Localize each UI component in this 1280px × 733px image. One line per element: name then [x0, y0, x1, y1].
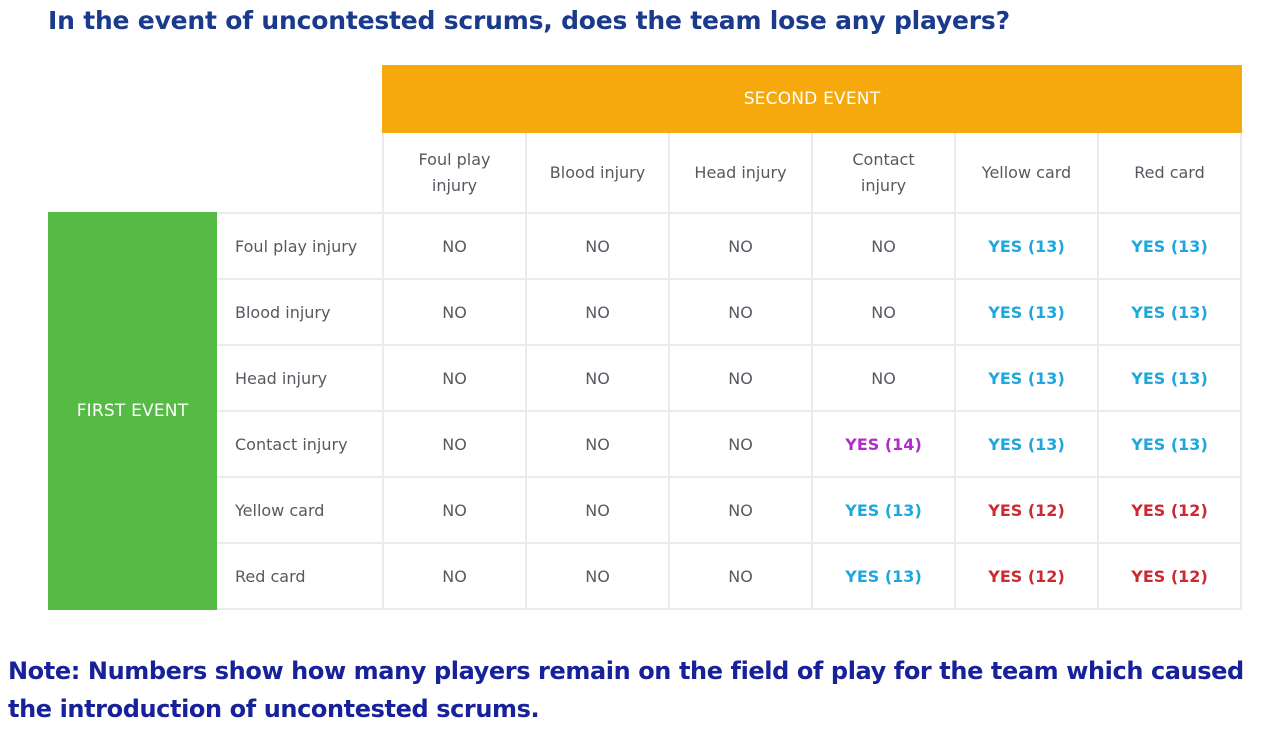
column-header-red-card: Red card [1097, 131, 1242, 214]
table-cell: YES (13) [1097, 344, 1242, 412]
table-cell: NO [382, 476, 527, 544]
table-cell: NO [525, 476, 670, 544]
column-header-yellow-card: Yellow card [954, 131, 1099, 214]
table-cell: NO [668, 212, 813, 280]
table-cell: NO [668, 344, 813, 412]
footnote: Note: Numbers show how many players rema… [8, 657, 1244, 723]
row-header-contact-injury: Contact injury [215, 410, 384, 478]
blank-corner [49, 66, 383, 132]
table-cell: NO [382, 278, 527, 346]
row-header-head-injury: Head injury [215, 344, 384, 412]
column-header-blood-injury: Blood injury [525, 131, 670, 214]
table-cell: YES (12) [1097, 476, 1242, 544]
table-cell: YES (14) [811, 410, 956, 478]
uncontested-scrums-table: SECOND EVENT Foul play injury Blood inju… [48, 65, 1242, 610]
column-header-line: Contact [852, 149, 915, 169]
column-header-line: injury [431, 175, 478, 195]
row-header-blood-injury: Blood injury [215, 278, 384, 346]
column-header-foul-play-injury: Foul play injury [382, 131, 527, 214]
table-cell: NO [811, 212, 956, 280]
table-cell: YES (13) [1097, 410, 1242, 478]
table-cell: NO [525, 278, 670, 346]
row-header-yellow-card: Yellow card [215, 476, 384, 544]
table-cell: YES (13) [954, 344, 1099, 412]
column-header-head-injury: Head injury [668, 131, 813, 214]
page-title: In the event of uncontested scrums, does… [48, 6, 1010, 35]
table-cell: NO [811, 344, 956, 412]
table-cell: NO [525, 410, 670, 478]
table-cell: NO [382, 542, 527, 610]
table-cell: NO [668, 278, 813, 346]
table-cell: NO [525, 542, 670, 610]
second-event-header: SECOND EVENT [382, 65, 1242, 133]
blank-corner-lower [49, 132, 383, 213]
column-header-line: injury [860, 175, 907, 195]
table-cell: NO [382, 410, 527, 478]
table-cell: NO [668, 476, 813, 544]
table-cell: YES (12) [1097, 542, 1242, 610]
column-header-contact-injury: Contact injury [811, 131, 956, 214]
row-header-foul-play-injury: Foul play injury [215, 212, 384, 280]
column-header-line: Foul play [418, 149, 491, 169]
table-cell: NO [525, 344, 670, 412]
row-header-red-card: Red card [215, 542, 384, 610]
table-cell: NO [668, 542, 813, 610]
table-cell: NO [668, 410, 813, 478]
table-cell: YES (13) [954, 212, 1099, 280]
table-cell: NO [382, 212, 527, 280]
table-cell: YES (12) [954, 476, 1099, 544]
table-cell: NO [811, 278, 956, 346]
table-cell: YES (13) [1097, 212, 1242, 280]
table-cell: NO [525, 212, 670, 280]
table-cell: YES (13) [811, 542, 956, 610]
table-cell: YES (13) [954, 410, 1099, 478]
table-cell: YES (13) [1097, 278, 1242, 346]
table-cell: YES (13) [811, 476, 956, 544]
table-cell: YES (12) [954, 542, 1099, 610]
first-event-header: FIRST EVENT [48, 212, 217, 610]
table-cell: YES (13) [954, 278, 1099, 346]
table-cell: NO [382, 344, 527, 412]
